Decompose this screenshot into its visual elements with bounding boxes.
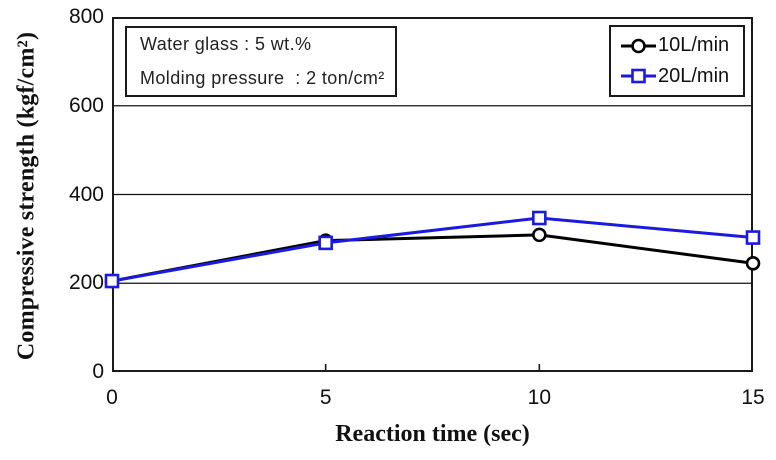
annotation-molding-pressure: Molding pressure : 2 ton/cm² (140, 68, 385, 88)
x-tick-label-10: 10 (527, 386, 551, 409)
data-point-10lmin-x10 (532, 227, 547, 243)
legend-entry-10lmin: 10L/min (620, 34, 743, 57)
x-tick-label-15: 15 (741, 386, 765, 409)
y-tick-label-800: 800 (68, 5, 104, 28)
series-line-20lmin (111, 216, 754, 283)
data-point-20lmin-x0 (104, 273, 120, 289)
x-axis-title: Reaction time (sec) (335, 421, 530, 447)
x-tick-label-0: 0 (106, 386, 118, 409)
data-point-20lmin-x15 (745, 230, 761, 245)
legend: 10L/min 20L/min (609, 25, 745, 97)
legend-label-20lmin: 20L/min (658, 64, 730, 87)
y-tick-label-400: 400 (68, 182, 104, 206)
y-tick-label-0: 0 (92, 360, 104, 383)
y-axis-title: Compressive strength (kgf/cm²) (13, 31, 40, 361)
legend-label-10lmin: 10L/min (658, 34, 730, 57)
series-line-10lmin (111, 233, 754, 283)
plot-area-svg (104, 17, 761, 372)
annotation-box: Water glass : 5 wt.% Molding pressure : … (125, 26, 397, 97)
legend-marker-circle-icon (621, 38, 656, 54)
annotation-water-glass: Water glass : 5 wt.% (140, 34, 312, 54)
legend-marker-square-icon (621, 68, 656, 84)
y-tick-label-600: 600 (68, 93, 104, 117)
x-tick-label-5: 5 (319, 386, 332, 409)
data-point-20lmin-x10 (532, 210, 547, 226)
legend-entry-20lmin: 20L/min (620, 65, 743, 88)
data-point-10lmin-x15 (745, 255, 761, 271)
y-tick-label-200: 200 (68, 271, 104, 295)
data-point-20lmin-x5 (318, 235, 333, 251)
plot-frame (112, 17, 753, 372)
